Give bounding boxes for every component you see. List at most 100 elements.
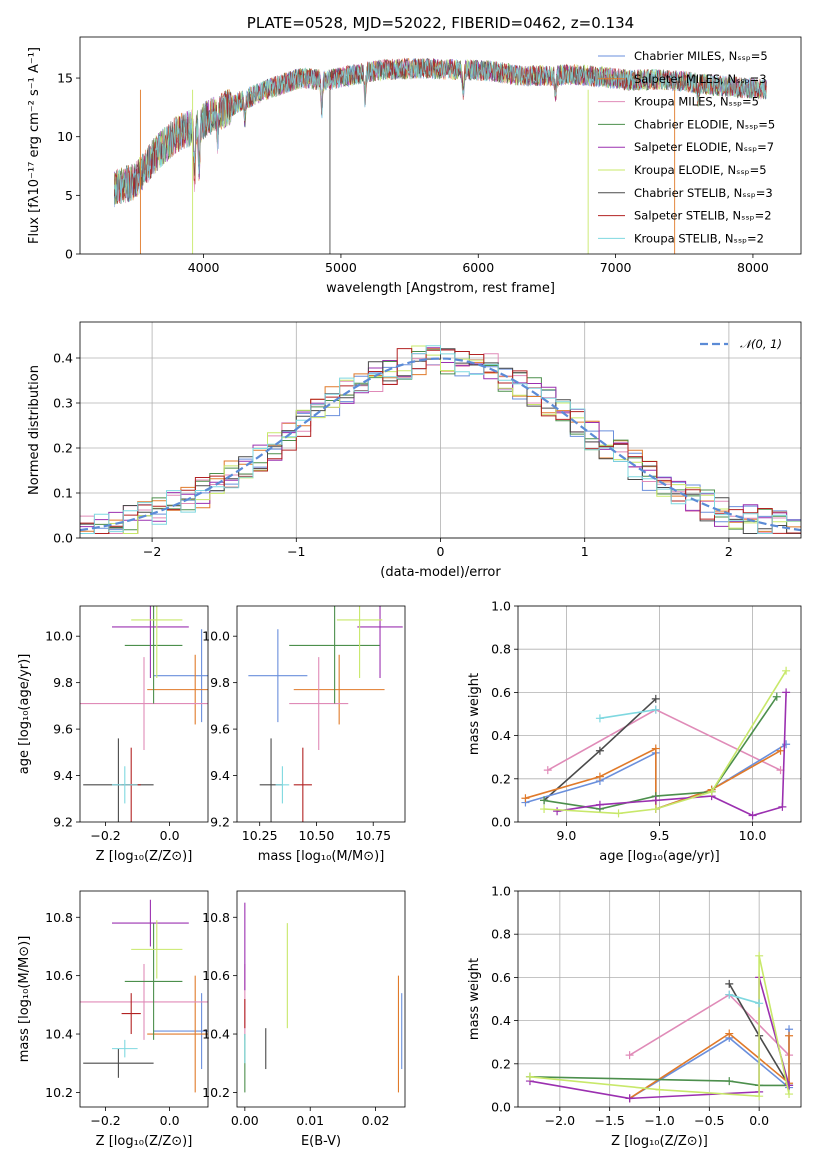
legend-label: Kroupa MILES, Nₛₛₚ=5	[634, 95, 759, 109]
weight-point-marker	[595, 746, 604, 755]
age-vs-mass-panel: 10.25 10.50 10.75 9.2 9.4 9.6 9.8 10.0 mass [log…	[202, 605, 406, 864]
legend-label: 𝒩(0, 1)	[740, 337, 782, 351]
y-tick-label: 0.2	[491, 771, 511, 786]
weight-point-marker	[614, 809, 623, 818]
weight-point-marker	[755, 999, 764, 1008]
axes-frame	[79, 890, 209, 1108]
weight-series-line	[556, 692, 787, 817]
x-tick-label: 1	[581, 544, 589, 559]
weight-point-marker	[748, 811, 757, 820]
x-axis-label: Z [log₁₀(Z/Z⊙)]	[96, 1134, 193, 1149]
x-tick-label: −0.2	[90, 1113, 120, 1128]
y-tick-label: 10.0	[202, 629, 230, 644]
histogram-series	[80, 345, 801, 534]
x-tick-label: 6000	[462, 260, 494, 275]
x-tick-label: 8000	[737, 260, 769, 275]
x-tick-label: 9.0	[556, 828, 576, 843]
x-axis-label: Z [log₁₀(Z/Z⊙)]	[611, 1134, 708, 1149]
weight-point-marker	[782, 740, 791, 749]
legend-label: Chabrier STELIB, Nₛₛₚ=3	[634, 186, 773, 200]
axes-frame	[79, 321, 802, 539]
y-tick-label: 1.0	[491, 599, 511, 614]
plot-area	[248, 606, 403, 822]
weight-point-marker	[655, 1085, 664, 1094]
y-axis-label: mass weight	[467, 958, 482, 1040]
y-tick-label: 10.2	[202, 1085, 230, 1100]
legend-label: Kroupa ELODIE, Nₛₛₚ=5	[634, 163, 767, 177]
y-tick-label: 9.4	[53, 768, 73, 783]
y-axis-label: Normed distribution	[27, 365, 42, 495]
x-tick-label: −1.0	[644, 1113, 674, 1128]
y-tick-label: 0.2	[491, 1056, 511, 1071]
x-tick-label: 0.0	[160, 1113, 180, 1128]
y-axis-label: mass weight	[467, 673, 482, 755]
x-tick-label: −1	[287, 544, 305, 559]
weight-point-marker	[540, 805, 549, 814]
x-axis-label: mass [log₁₀(M/M⊙)]	[258, 849, 385, 864]
spectrum-panel: 4000 5000 6000 7000 8000 0 5 10 15 wavelength [An…	[27, 14, 802, 296]
weight-series-line	[547, 708, 781, 771]
y-tick-label: 9.8	[53, 675, 73, 690]
x-tick-label: 0.0	[160, 828, 180, 843]
x-tick-label: −2	[143, 544, 161, 559]
y-tick-label: 15	[57, 71, 73, 86]
y-tick-label: 10.8	[202, 910, 230, 925]
axes-frame	[79, 36, 802, 255]
y-tick-label: 0.6	[491, 970, 511, 985]
plot-area	[80, 345, 801, 534]
x-tick-label: 10.25	[242, 828, 278, 843]
legend-label: Chabrier ELODIE, Nₛₛₚ=5	[634, 117, 775, 131]
weight-vs-metallicity-panel: −2.0 −1.5 −1.0 −0.5 0.0 0.0 0.2 0.4 0.6 0.8 1.0 Z […	[467, 884, 802, 1149]
plot-area	[521, 666, 791, 820]
x-tick-label: 0	[437, 544, 445, 559]
x-tick-label: −0.5	[694, 1113, 724, 1128]
y-tick-label: 0	[65, 247, 73, 262]
y-tick-label: 9.6	[210, 722, 230, 737]
weight-point-marker	[540, 796, 549, 805]
weight-point-marker	[755, 1092, 764, 1101]
axes-frame	[517, 890, 802, 1108]
y-tick-label: 0.6	[491, 685, 511, 700]
mass-vs-ebv-panel: 0.00 0.01 0.02 10.2 10.4 10.6 10.8 E(B-V)	[202, 890, 406, 1149]
weight-point-marker	[776, 746, 785, 755]
weight-point-marker	[595, 800, 604, 809]
x-tick-label: 4000	[188, 260, 220, 275]
y-axis-label: age [log₁₀(age/yr)]	[17, 654, 32, 775]
x-tick-label: 9.5	[650, 828, 670, 843]
x-tick-label: 0.0	[749, 1113, 769, 1128]
weight-point-marker	[595, 714, 604, 723]
y-tick-label: 10	[57, 129, 73, 144]
plot-area	[525, 951, 794, 1103]
plot-area	[80, 899, 208, 1093]
legend-label: Salpeter STELIB, Nₛₛₚ=2	[634, 209, 772, 223]
y-tick-label: 5	[65, 188, 73, 203]
y-tick-label: 0.8	[491, 642, 511, 657]
y-tick-label: 0.3	[53, 396, 73, 411]
weight-point-marker	[725, 1077, 734, 1086]
weight-series-line	[729, 993, 760, 1005]
y-tick-label: 10.6	[45, 968, 73, 983]
x-tick-label: 5000	[325, 260, 357, 275]
weight-point-marker	[651, 705, 660, 714]
x-tick-label: 0.02	[362, 1113, 390, 1128]
y-tick-label: 10.0	[45, 629, 73, 644]
y-tick-label: 0.8	[491, 927, 511, 942]
x-tick-label: 0.01	[296, 1113, 324, 1128]
plot-area	[80, 606, 208, 822]
weight-series-line	[529, 1076, 789, 1087]
weight-point-marker	[725, 1029, 734, 1038]
x-axis-label: age [log₁₀(age/yr)]	[599, 849, 720, 864]
weight-point-marker	[525, 1072, 534, 1081]
weight-point-marker	[778, 802, 787, 811]
weight-point-marker	[755, 951, 764, 960]
weight-series-line	[599, 708, 656, 720]
plot-area	[244, 902, 403, 1093]
y-tick-label: 0.0	[53, 531, 73, 546]
histogram-series	[80, 345, 801, 534]
weight-point-marker	[782, 688, 791, 697]
y-tick-label: 9.4	[210, 768, 230, 783]
weight-point-marker	[595, 772, 604, 781]
x-tick-label: 7000	[600, 260, 632, 275]
residuals-panel: −2 −1 0 1 2 0.0 0.1 0.2 0.3 0.4 (data-model)/error…	[27, 321, 802, 580]
axes-frame	[236, 890, 406, 1108]
